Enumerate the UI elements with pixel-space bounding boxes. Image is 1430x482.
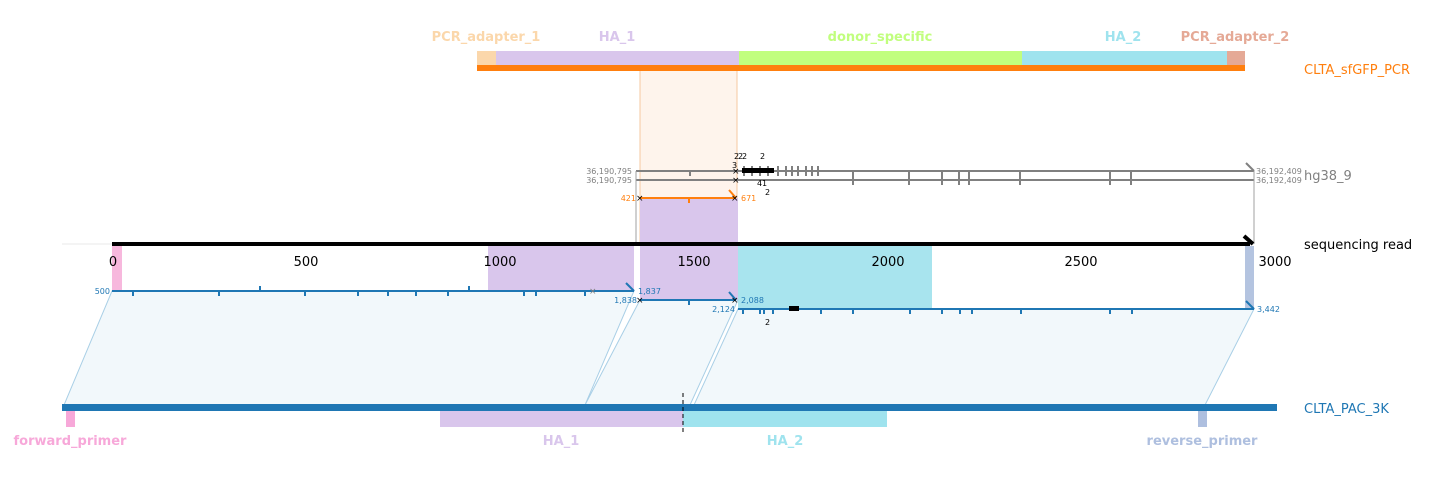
genome-cross-2: × (732, 176, 740, 186)
blue-segment-1-cross: × (589, 287, 597, 297)
ha2-feature-top (1022, 51, 1227, 65)
reverse-primer-label: reverse_primer (1147, 434, 1259, 449)
ha1-feature-top (496, 51, 739, 65)
genome-dense-mismatch-cluster (742, 168, 774, 173)
bottom-reference-name: CLTA_PAC_3K (1304, 402, 1389, 417)
genome-mark-3: 2 (742, 152, 747, 161)
read-tick-3000: 3000 (1258, 255, 1291, 270)
blue-segment-1-arrow (625, 282, 635, 292)
pcr-adapter-2-feature (1227, 51, 1245, 65)
read-axis-ticks: 0 500 1000 1500 2000 2500 3000 (109, 255, 1292, 270)
blue-segment-2-start: 1,838 (614, 296, 637, 305)
blue-segment-2-arrow (728, 291, 737, 301)
donor-specific-label: donor_specific (828, 30, 933, 45)
read-tick-1500: 1500 (677, 255, 710, 270)
orange-cross-left: × (636, 194, 644, 204)
read-tick-500: 500 (294, 255, 319, 270)
ha2-feature-bottom (683, 411, 887, 427)
ha1-read-region-lower (640, 246, 738, 300)
blue-segment-3-mismatch-cluster (789, 306, 799, 311)
ha1-label-bottom: HA_1 (543, 434, 580, 449)
read-tick-1000: 1000 (483, 255, 516, 270)
donor-specific-feature (739, 51, 1022, 65)
blue-segment-3-arrow (1245, 300, 1255, 310)
genome-mark-7: 1 (762, 179, 767, 188)
blue-segment-1-ticks (132, 286, 586, 296)
ha1-read-region (488, 246, 634, 290)
genome-cross-1: × (732, 167, 740, 177)
top-reference-name: CLTA_sfGFP_PCR (1304, 63, 1410, 78)
read-tick-2500: 2500 (1064, 255, 1097, 270)
genome-mark-8: 2 (765, 188, 770, 197)
top-reference-bar (477, 65, 1245, 71)
genome-mark-6: 4 (757, 179, 762, 188)
blue-segment-2-cross-left: × (636, 296, 644, 306)
ha1-label-top: HA_1 (599, 30, 636, 45)
blue-segment-1-start: 500 (95, 287, 110, 296)
ha1-read-region-upper (640, 198, 738, 244)
blue-segment-2-cross-right: × (731, 296, 739, 306)
alignment-band-1 (63, 290, 635, 406)
ha2-label-bottom: HA_2 (767, 434, 804, 449)
blue-segment-2-end: 2,088 (741, 296, 764, 305)
pcr-adapter-2-label: PCR_adapter_2 (1181, 30, 1290, 45)
reverse-primer-read-region (1245, 246, 1254, 309)
alignment-band-3 (693, 308, 1255, 406)
blue-segment-1-end: 1,837 (638, 287, 661, 296)
bottom-reference-bar (62, 404, 1277, 411)
genome-left-coord-1: 36,190,795 (586, 167, 632, 176)
forward-primer-label: forward_primer (14, 434, 128, 449)
ha1-feature-bottom (440, 411, 683, 427)
pcr-adapter-1-feature (477, 51, 496, 65)
blue-segment-3-end: 3,442 (1257, 305, 1280, 314)
reverse-primer-feature (1198, 411, 1207, 427)
pcr-adapter-1-label: PCR_adapter_1 (432, 30, 541, 45)
blue-segment-3-ticks (742, 309, 1133, 314)
orange-end-label: 671 (741, 194, 756, 203)
orange-end-arrow (728, 189, 737, 199)
genome-left-coord-2: 36,190,795 (586, 176, 632, 185)
read-tick-2000: 2000 (871, 255, 904, 270)
orange-start-label: 421 (621, 194, 636, 203)
genome-mark-5: 3 (732, 161, 737, 170)
ha2-read-region (738, 246, 932, 309)
read-tick-0: 0 (109, 255, 117, 270)
forward-primer-feature (66, 411, 75, 427)
genome-mark-2: 2 (738, 152, 743, 161)
genome-right-coord-1: 36,192,409 (1256, 167, 1302, 176)
blue-segment-3-mark: 2 (765, 318, 770, 327)
forward-primer-read-region (112, 246, 122, 290)
genome-end-arrow (1245, 162, 1255, 172)
orange-cross-right: × (731, 194, 739, 204)
ha2-label-top: HA_2 (1105, 30, 1142, 45)
genome-mark-4: 2 (760, 152, 765, 161)
blue-segment-3-start: 2,124 (712, 305, 735, 314)
genome-right-coord-2: 36,192,409 (1256, 176, 1302, 185)
read-end-arrow (1242, 234, 1255, 246)
genome-mark-1: 2 (734, 152, 739, 161)
genome-name: hg38_9 (1304, 169, 1352, 184)
read-name: sequencing read (1304, 238, 1412, 253)
